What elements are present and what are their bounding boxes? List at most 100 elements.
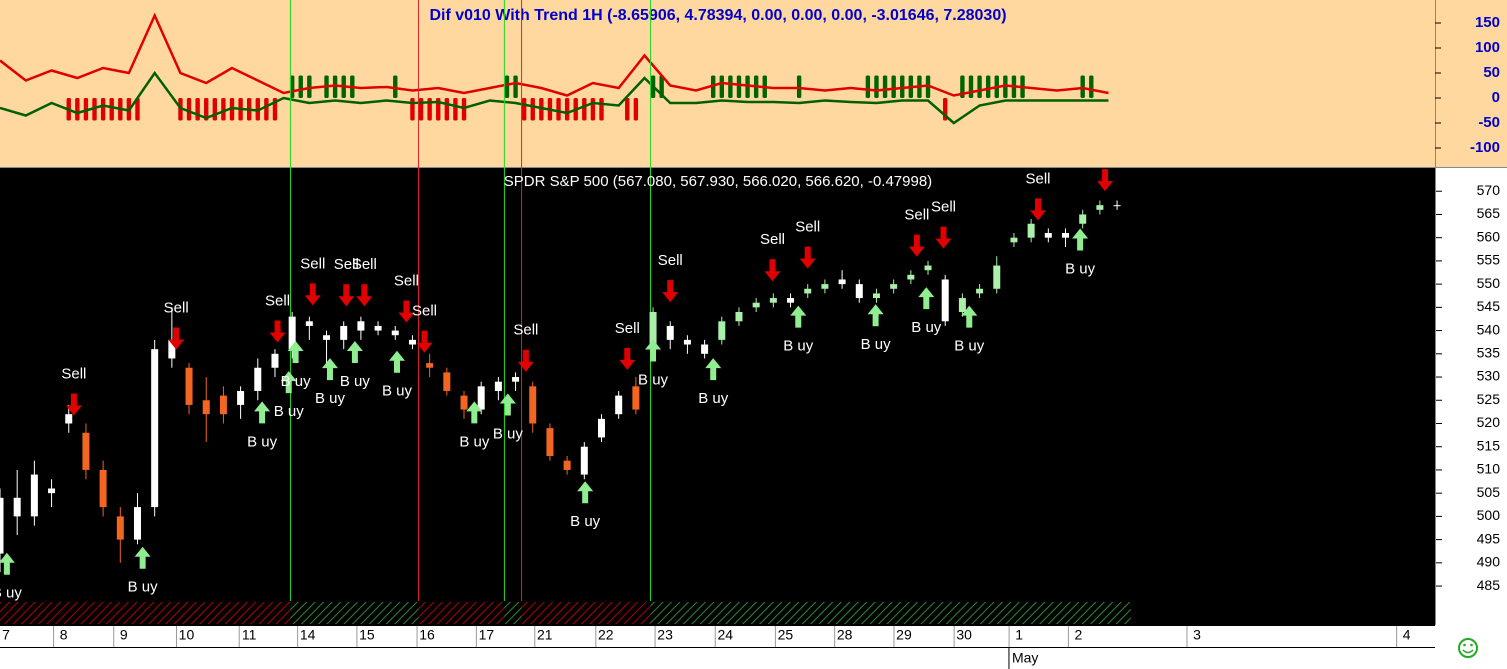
buy-arrow xyxy=(0,552,15,575)
status-icon[interactable] xyxy=(1458,638,1478,658)
buy-label: B uy xyxy=(247,433,278,450)
candle-body xyxy=(649,312,657,350)
indicator-bar xyxy=(891,75,896,98)
sell-arrow xyxy=(416,330,433,353)
indicator-bar xyxy=(135,98,140,121)
candle-body xyxy=(13,497,21,517)
smiley-eye xyxy=(1463,643,1466,647)
x-tick-label: 1 xyxy=(1015,627,1023,643)
indicator-bar xyxy=(195,98,200,121)
candle-body xyxy=(838,279,846,285)
candle-body xyxy=(821,284,829,289)
smiley-eye xyxy=(1470,643,1473,647)
indicator-bar xyxy=(109,98,114,121)
y-tick-label: -100 xyxy=(1470,139,1500,156)
buy-arrow xyxy=(790,305,807,328)
indicator-bar xyxy=(393,75,398,98)
sell-arrow xyxy=(65,393,82,416)
buy-label: B uy xyxy=(315,390,346,407)
candle-body xyxy=(1044,233,1052,238)
candle-body xyxy=(993,265,1001,289)
buy-arrow xyxy=(280,371,297,394)
buy-label: B uy xyxy=(911,319,942,336)
candle-body xyxy=(976,288,984,294)
indicator-pane xyxy=(0,0,1507,168)
candle-body xyxy=(1079,214,1087,224)
candle-body xyxy=(958,298,966,312)
y-tick-label: 100 xyxy=(1475,39,1500,56)
buy-arrow xyxy=(918,287,935,310)
x-tick-label: 28 xyxy=(837,627,853,643)
buy-arrow xyxy=(321,358,338,381)
x-tick-label: 10 xyxy=(179,627,195,643)
y-tick-label: 150 xyxy=(1475,14,1500,31)
candle-body xyxy=(769,298,777,303)
indicator-line xyxy=(0,12,1109,97)
x-tick-label: 11 xyxy=(242,627,257,643)
candle-body xyxy=(1113,205,1121,207)
candle-body xyxy=(683,339,691,345)
x-tick-label: 9 xyxy=(120,627,128,643)
price-axis-background xyxy=(1436,168,1507,625)
sell-label: Sell xyxy=(61,365,86,382)
buy-label: B uy xyxy=(861,336,892,353)
x-tick-label: 21 xyxy=(537,627,553,643)
indicator-bar xyxy=(513,75,518,98)
buy-label: B uy xyxy=(570,513,601,530)
sell-label: Sell xyxy=(300,255,325,272)
indicator-bar xyxy=(75,98,80,121)
indicator-bar xyxy=(212,98,218,121)
candle-body xyxy=(408,339,416,345)
y-tick-label: 535 xyxy=(1477,345,1501,361)
candle-body xyxy=(1062,233,1070,238)
buy-arrow xyxy=(346,340,363,363)
candle-body xyxy=(391,330,399,336)
buy-arrow xyxy=(577,481,594,504)
candle-body xyxy=(563,460,571,470)
indicator-bar xyxy=(736,75,742,98)
y-tick-label: 50 xyxy=(1483,64,1500,81)
sell-label: Sell xyxy=(334,256,359,273)
buy-arrow xyxy=(1072,228,1089,251)
candle-body xyxy=(374,325,382,331)
y-tick-label: 515 xyxy=(1477,437,1501,453)
sell-label: Sell xyxy=(352,256,377,273)
candle-body xyxy=(924,265,932,271)
y-tick-label: 560 xyxy=(1477,228,1501,244)
candle-body xyxy=(941,279,949,322)
candle-body xyxy=(30,474,38,517)
indicator-bar xyxy=(444,98,450,121)
candle-body xyxy=(597,418,605,438)
trend-band xyxy=(0,602,291,624)
y-tick-label: 545 xyxy=(1477,298,1501,314)
candle-body xyxy=(735,312,743,322)
indicator-bar xyxy=(633,98,639,121)
indicator-bar xyxy=(564,98,570,121)
y-tick-label: 565 xyxy=(1477,205,1501,221)
candle-body xyxy=(237,390,245,405)
sell-arrow xyxy=(338,284,355,307)
trend-band xyxy=(418,602,505,624)
candle-body xyxy=(357,321,365,331)
buy-arrow xyxy=(867,304,884,327)
sell-arrow xyxy=(398,300,415,323)
candle-body xyxy=(615,395,623,415)
indicator-bar xyxy=(530,98,535,121)
x-tick-label: 15 xyxy=(359,627,375,643)
indicator-bar xyxy=(865,75,871,98)
buy-label: B uy xyxy=(698,390,729,407)
y-tick-label: 555 xyxy=(1477,252,1501,268)
sell-label: Sell xyxy=(513,322,538,339)
sell-arrow xyxy=(908,234,925,257)
sell-label: Sell xyxy=(760,231,785,248)
sell-label: Sell xyxy=(1026,170,1051,187)
buy-arrow xyxy=(466,401,483,424)
indicator-bar xyxy=(556,98,561,121)
sell-label: Sell xyxy=(412,303,437,320)
x-tick-label: 7 xyxy=(2,627,10,643)
x-tick-label: 24 xyxy=(717,627,733,643)
indicator-bar xyxy=(719,75,724,98)
candle-body xyxy=(340,325,348,340)
indicator-bar xyxy=(100,98,106,121)
sell-label: Sell xyxy=(164,299,189,316)
